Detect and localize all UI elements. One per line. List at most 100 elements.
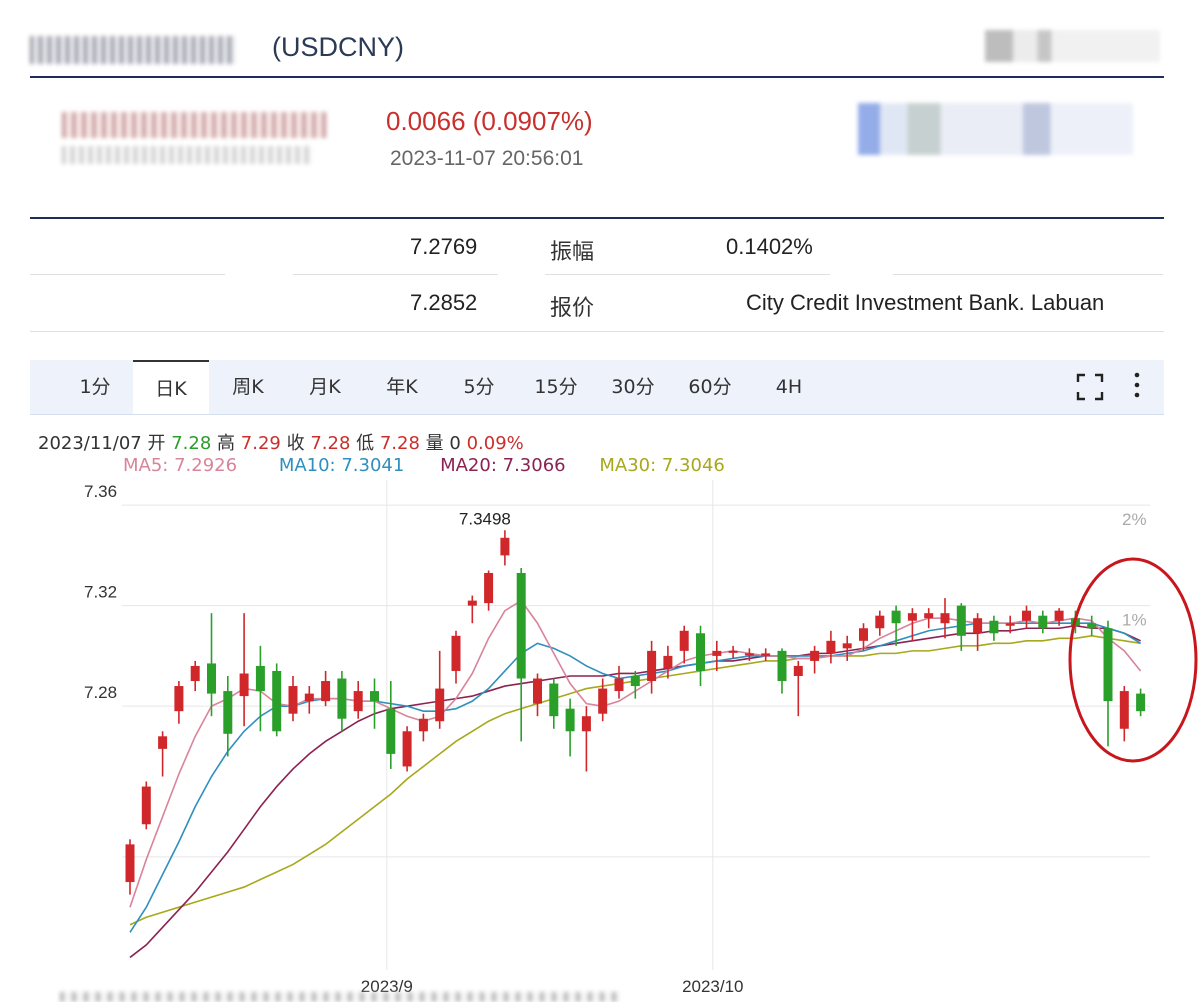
- ma-legend: MA5: 7.2926 MA10: 7.3041 MA20: 7.3066 MA…: [123, 455, 725, 476]
- y-tick-label: 7.32: [84, 583, 117, 602]
- stat-quote-source: City Credit Investment Bank. Labuan: [746, 290, 1105, 315]
- candle-body: [842, 643, 852, 649]
- open-value: 7.28: [171, 433, 212, 454]
- candle-body: [826, 640, 836, 654]
- x-tick-label: 2023/9: [361, 977, 413, 996]
- indicator-line-blurred: [60, 992, 620, 1002]
- candle-body: [337, 678, 347, 719]
- ma5-line: [129, 599, 1142, 908]
- candle-body: [141, 786, 151, 825]
- candle-body: [255, 665, 265, 692]
- candle-body: [712, 650, 722, 656]
- ohlc-info-line: 2023/11/07 开 7.28 高 7.29 收 7.28 低 7.28 量…: [38, 429, 524, 455]
- quote-rule: [30, 217, 1164, 219]
- close-label: 收: [286, 433, 305, 454]
- action-button-blurred[interactable]: [858, 103, 1133, 155]
- candle-body: [565, 708, 575, 732]
- candle-body: [940, 613, 950, 624]
- candle-body: [679, 630, 689, 651]
- candle-body: [810, 650, 820, 661]
- tab-weekly[interactable]: 周K: [232, 376, 264, 398]
- right-pct-tick: 2%: [1122, 510, 1147, 529]
- period-tab-bar: 1分 日K 周K 月K 年K 5分 15分 30分 60分 4H: [30, 360, 1164, 415]
- candle-body: [614, 678, 624, 692]
- stat-label-amplitude: 振幅: [550, 240, 595, 265]
- candle-body: [696, 633, 705, 671]
- legend-ma20: MA20: 7.3066: [440, 455, 566, 476]
- divider: [30, 274, 225, 275]
- candle-body: [484, 572, 494, 604]
- candle-body: [207, 663, 216, 694]
- divider: [545, 274, 830, 275]
- high-value: 7.29: [240, 433, 281, 454]
- legend-ma30: MA30: 7.3046: [599, 455, 725, 476]
- candle-body: [793, 665, 803, 676]
- more-vertical-icon[interactable]: [1130, 370, 1144, 402]
- price-blurred: [62, 112, 327, 138]
- stat-label-quote: 报价: [550, 296, 595, 321]
- divider: [30, 331, 1164, 332]
- candle-body: [370, 691, 379, 702]
- price-sub-blurred: [62, 146, 312, 164]
- candle-body: [1005, 623, 1015, 626]
- candle-body: [125, 844, 135, 883]
- candle-body: [647, 650, 657, 682]
- candle-body: [304, 693, 314, 702]
- candle-body: [239, 673, 249, 697]
- x-tick-label: 2023/10: [682, 977, 743, 996]
- candle-body: [1038, 615, 1048, 629]
- ma10-line: [129, 622, 1142, 933]
- candle-body: [549, 683, 559, 717]
- expand-icon[interactable]: [1076, 373, 1104, 401]
- header-rule: [30, 76, 1164, 78]
- pct-change: 0.09%: [466, 433, 524, 454]
- tab-yearly[interactable]: 年K: [386, 376, 418, 398]
- candle-body: [516, 572, 526, 679]
- candle-body: [386, 708, 396, 754]
- candle-body: [630, 676, 640, 687]
- open-label: 开: [147, 433, 166, 454]
- stat-amplitude-value: 0.1402%: [726, 234, 813, 259]
- right-pct-tick: 1%: [1122, 611, 1147, 630]
- legend-ma5: MA5: 7.2926: [123, 455, 238, 476]
- candle-body: [1103, 628, 1113, 702]
- y-tick-label: 7.28: [84, 683, 117, 702]
- candle-body: [1087, 623, 1097, 629]
- candle-body: [1119, 691, 1129, 729]
- candle-body: [418, 718, 428, 732]
- tab-daily[interactable]: 日K: [133, 360, 209, 414]
- tab-30min[interactable]: 30分: [611, 376, 655, 398]
- candle-body: [973, 618, 983, 634]
- tab-1min[interactable]: 1分: [79, 376, 111, 398]
- tab-15min[interactable]: 15分: [534, 376, 578, 398]
- low-label: 低: [356, 433, 375, 454]
- candle-body: [859, 628, 868, 641]
- price-change: 0.0066 (0.0907%): [386, 106, 593, 136]
- candle-body: [1136, 693, 1146, 712]
- divider: [893, 274, 1163, 275]
- low-value: 7.28: [379, 433, 420, 454]
- candle-body: [533, 678, 542, 704]
- candle-body: [353, 691, 363, 712]
- tab-4h[interactable]: 4H: [775, 376, 803, 398]
- candle-body: [402, 731, 412, 767]
- quote-datetime: 2023-11-07 20:56:01: [390, 147, 584, 170]
- candle-body: [1022, 610, 1031, 621]
- tab-60min[interactable]: 60分: [688, 376, 732, 398]
- logo-blurred: [985, 30, 1160, 62]
- candle-body: [174, 686, 184, 712]
- instrument-code: (USDCNY): [272, 32, 404, 62]
- candle-body: [956, 605, 966, 636]
- highlight-circle: [1068, 557, 1198, 763]
- legend-ma10: MA10: 7.3041: [278, 455, 405, 476]
- candle-body: [223, 691, 233, 734]
- tab-monthly[interactable]: 月K: [309, 376, 341, 398]
- candle-body: [1054, 610, 1064, 621]
- y-tick-label: 7.36: [84, 482, 117, 501]
- candlestick-chart: 7.36 7.32 7.28 2023/9 2023/10 2% 1% 7.3498: [84, 480, 1198, 996]
- candle-body: [272, 670, 282, 732]
- candle-body: [924, 613, 934, 619]
- tab-5min[interactable]: 5分: [463, 376, 495, 398]
- divider: [293, 274, 498, 275]
- candle-body: [891, 610, 901, 624]
